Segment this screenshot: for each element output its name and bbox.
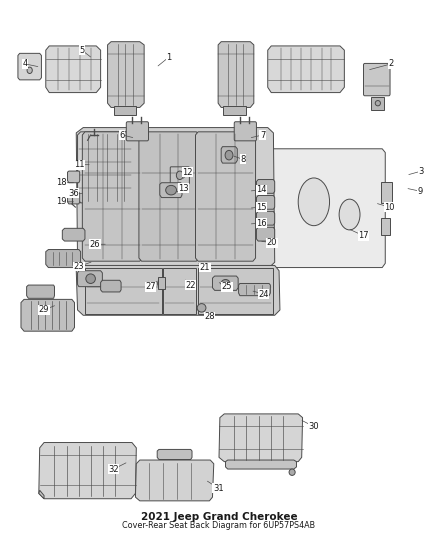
Polygon shape — [85, 268, 162, 314]
Text: 1: 1 — [166, 53, 172, 62]
Polygon shape — [27, 285, 54, 298]
Polygon shape — [78, 132, 132, 203]
FancyBboxPatch shape — [234, 122, 256, 141]
Polygon shape — [163, 268, 196, 314]
Polygon shape — [18, 53, 42, 80]
Polygon shape — [268, 149, 385, 268]
Text: 28: 28 — [204, 312, 215, 321]
Polygon shape — [268, 46, 344, 93]
Polygon shape — [195, 132, 255, 261]
Bar — [114, 107, 136, 115]
Polygon shape — [62, 228, 85, 241]
Polygon shape — [46, 46, 101, 93]
Text: 18: 18 — [56, 178, 67, 187]
Polygon shape — [239, 284, 270, 296]
Bar — [381, 182, 392, 203]
Polygon shape — [67, 171, 80, 183]
Text: 2: 2 — [389, 60, 393, 68]
Text: 5: 5 — [79, 46, 85, 55]
Text: 27: 27 — [145, 282, 155, 291]
Polygon shape — [256, 227, 275, 241]
Text: 24: 24 — [258, 289, 268, 298]
Polygon shape — [76, 265, 280, 316]
Polygon shape — [46, 249, 81, 268]
Polygon shape — [39, 442, 136, 499]
Text: 31: 31 — [213, 483, 223, 492]
Ellipse shape — [225, 150, 233, 160]
Text: 6: 6 — [120, 131, 125, 140]
Polygon shape — [139, 132, 199, 261]
Text: 11: 11 — [74, 160, 84, 169]
Polygon shape — [160, 183, 182, 198]
Text: 12: 12 — [182, 167, 193, 176]
Text: 29: 29 — [39, 305, 49, 314]
Ellipse shape — [166, 185, 177, 195]
Bar — [371, 97, 385, 110]
Ellipse shape — [197, 304, 206, 312]
Text: 9: 9 — [417, 187, 423, 196]
Text: 30: 30 — [308, 422, 319, 431]
Polygon shape — [256, 212, 275, 225]
Polygon shape — [212, 276, 238, 290]
Polygon shape — [198, 268, 273, 314]
Text: 21: 21 — [200, 263, 210, 272]
Text: 2021 Jeep Grand Cherokee: 2021 Jeep Grand Cherokee — [141, 512, 297, 522]
Text: 7: 7 — [260, 131, 265, 140]
Text: 4: 4 — [23, 60, 28, 68]
Bar — [381, 217, 391, 235]
FancyBboxPatch shape — [126, 122, 148, 141]
FancyBboxPatch shape — [170, 167, 189, 184]
Ellipse shape — [27, 67, 32, 74]
Ellipse shape — [375, 101, 381, 106]
Text: 16: 16 — [256, 219, 267, 228]
Text: 8: 8 — [240, 155, 246, 164]
Text: 36: 36 — [68, 189, 78, 198]
Text: 26: 26 — [90, 240, 100, 249]
Polygon shape — [256, 180, 275, 193]
Text: 20: 20 — [267, 238, 277, 247]
Polygon shape — [221, 147, 237, 163]
Polygon shape — [157, 449, 192, 459]
Polygon shape — [21, 300, 74, 331]
Ellipse shape — [158, 279, 166, 288]
Polygon shape — [256, 196, 275, 209]
Polygon shape — [219, 414, 303, 462]
Bar — [158, 277, 165, 289]
Polygon shape — [78, 271, 102, 287]
Polygon shape — [82, 132, 142, 261]
Ellipse shape — [339, 199, 360, 230]
Text: 22: 22 — [185, 280, 196, 289]
Ellipse shape — [86, 274, 95, 284]
FancyBboxPatch shape — [364, 63, 390, 96]
Text: 13: 13 — [178, 183, 189, 192]
Ellipse shape — [221, 279, 230, 287]
Polygon shape — [218, 42, 254, 108]
Ellipse shape — [298, 178, 329, 225]
Text: 15: 15 — [256, 203, 267, 212]
Polygon shape — [76, 127, 275, 268]
Polygon shape — [108, 42, 144, 108]
Ellipse shape — [177, 171, 184, 180]
Text: 25: 25 — [222, 282, 232, 291]
Polygon shape — [101, 280, 121, 292]
Polygon shape — [135, 460, 214, 501]
Text: 10: 10 — [385, 203, 395, 212]
Polygon shape — [39, 490, 44, 499]
Bar — [223, 107, 246, 115]
Text: 14: 14 — [256, 185, 267, 194]
Text: 19: 19 — [56, 197, 67, 206]
Polygon shape — [226, 460, 297, 469]
Text: 3: 3 — [419, 166, 424, 175]
Ellipse shape — [289, 469, 295, 475]
Text: 32: 32 — [108, 465, 119, 473]
Text: 17: 17 — [358, 231, 369, 240]
Text: 23: 23 — [74, 262, 84, 271]
Text: Cover-Rear Seat Back Diagram for 6UP57PS4AB: Cover-Rear Seat Back Diagram for 6UP57PS… — [123, 521, 315, 530]
Polygon shape — [67, 192, 80, 204]
